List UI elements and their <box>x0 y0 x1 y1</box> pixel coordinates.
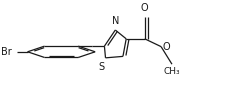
Text: N: N <box>112 16 119 26</box>
Text: O: O <box>141 3 148 13</box>
Text: Br: Br <box>0 47 11 57</box>
Text: O: O <box>162 42 170 52</box>
Text: CH₃: CH₃ <box>164 67 180 76</box>
Text: S: S <box>98 62 104 72</box>
